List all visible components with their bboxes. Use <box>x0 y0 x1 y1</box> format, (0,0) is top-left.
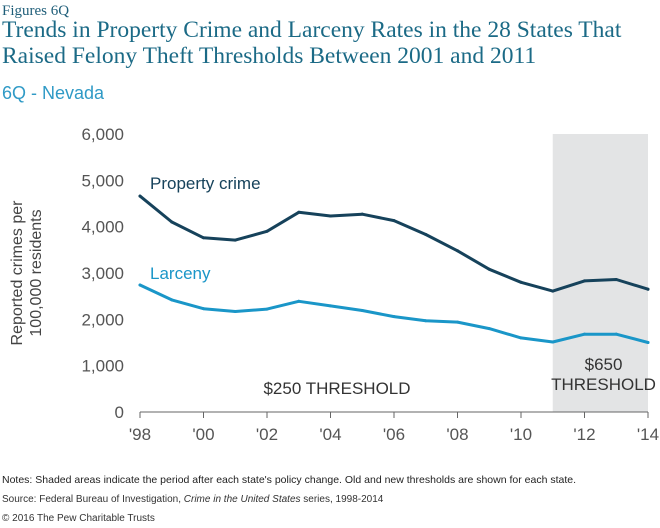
data-point <box>487 327 491 331</box>
data-point <box>138 283 142 287</box>
y-tick-label: 3,000 <box>81 264 124 283</box>
data-point <box>392 219 396 223</box>
source-prefix: Source: Federal Bureau of Investigation, <box>2 494 184 505</box>
data-point <box>265 307 269 311</box>
x-tick-label: '02 <box>256 425 278 444</box>
source-title: Crime in the United States <box>183 494 301 505</box>
y-axis-label-line2: 100,000 residents <box>28 209 45 336</box>
series-label-property-crime: Property crime <box>150 174 261 193</box>
data-point <box>614 332 618 336</box>
chart-notes: Notes: Shaded areas indicate the period … <box>2 474 577 486</box>
data-point <box>233 238 237 242</box>
data-point <box>614 277 618 281</box>
data-point <box>424 319 428 323</box>
data-point <box>360 212 364 216</box>
x-tick-label: '10 <box>510 425 532 444</box>
data-point <box>646 287 650 291</box>
data-point <box>329 304 332 308</box>
data-point <box>297 299 301 303</box>
x-tick-label: '14 <box>637 425 659 444</box>
data-point <box>487 267 491 271</box>
x-tick-label: '08 <box>446 425 468 444</box>
data-point <box>519 280 523 284</box>
data-point <box>646 341 650 344</box>
data-point <box>456 249 459 253</box>
series-label-larceny: Larceny <box>150 264 211 283</box>
data-point <box>170 220 174 224</box>
shaded-region <box>552 134 648 412</box>
annotation-new-threshold-label: THRESHOLD <box>551 375 656 394</box>
data-point <box>233 309 237 313</box>
chart-subtitle: 6Q - Nevada <box>2 83 105 103</box>
y-tick-label: 4,000 <box>81 218 124 237</box>
data-point <box>551 340 555 344</box>
figure-label: Figures 6Q <box>2 3 70 19</box>
data-point <box>297 210 301 214</box>
x-tick-label: '12 <box>573 425 595 444</box>
y-tick-label: 6,000 <box>81 125 124 144</box>
data-point <box>138 194 142 198</box>
data-point <box>551 289 555 293</box>
data-point <box>392 315 396 319</box>
y-tick-label: 1,000 <box>81 357 124 376</box>
chart-title: Trends in Property Crime and Larceny Rat… <box>2 17 622 69</box>
line-chart: 0 1,000 2,000 3,000 4,000 5,000 6,000 '98 '00 '02… <box>9 125 659 444</box>
copyright: © 2016 The Pew Charitable Trusts <box>2 513 155 524</box>
data-point <box>583 279 586 283</box>
x-tick-label: '00 <box>192 425 214 444</box>
data-point <box>329 214 332 218</box>
y-tick-label: 2,000 <box>81 310 124 329</box>
chart-source: Source: Federal Bureau of Investigation,… <box>2 494 383 505</box>
annotation-new-threshold-amount: $650 <box>585 355 623 374</box>
data-point <box>360 309 364 313</box>
data-point <box>202 307 205 311</box>
data-point <box>424 233 428 237</box>
x-tick-label: '04 <box>319 425 341 444</box>
data-point <box>202 236 205 240</box>
data-point <box>265 229 269 233</box>
x-tick-label: '06 <box>383 425 405 444</box>
y-axis-label-line1: Reported crimes per <box>9 200 26 346</box>
x-tick-label: '98 <box>129 425 151 444</box>
data-point <box>583 332 586 336</box>
y-axis-label: Reported crimes per 100,000 residents <box>9 200 45 346</box>
source-suffix: series, 1998-2014 <box>300 494 384 505</box>
data-point <box>456 320 459 324</box>
data-point <box>170 298 174 302</box>
y-tick-label: 5,000 <box>81 171 124 190</box>
y-tick-label: 0 <box>115 403 124 422</box>
annotation-old-threshold: $250 THRESHOLD <box>263 379 410 398</box>
data-point <box>519 336 523 340</box>
